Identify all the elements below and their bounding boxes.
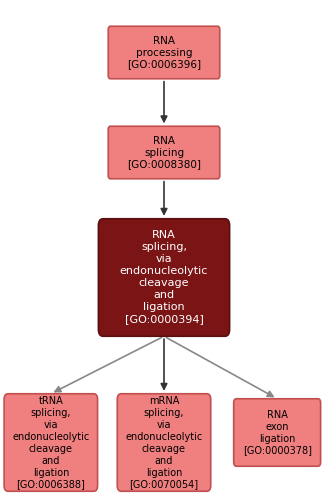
FancyBboxPatch shape bbox=[108, 26, 220, 78]
FancyBboxPatch shape bbox=[4, 394, 98, 491]
Text: RNA
splicing
[GO:0008380]: RNA splicing [GO:0008380] bbox=[127, 136, 201, 170]
Text: RNA
exon
ligation
[GO:0000378]: RNA exon ligation [GO:0000378] bbox=[243, 410, 312, 456]
Text: RNA
processing
[GO:0006396]: RNA processing [GO:0006396] bbox=[127, 36, 201, 70]
FancyBboxPatch shape bbox=[117, 394, 211, 491]
Text: RNA
splicing,
via
endonucleolytic
cleavage
and
ligation
[GO:0000394]: RNA splicing, via endonucleolytic cleava… bbox=[120, 230, 208, 324]
FancyBboxPatch shape bbox=[98, 219, 230, 336]
Text: mRNA
splicing,
via
endonucleolytic
cleavage
and
ligation
[GO:0070054]: mRNA splicing, via endonucleolytic cleav… bbox=[125, 396, 203, 490]
Text: tRNA
splicing,
via
endonucleolytic
cleavage
and
ligation
[GO:0006388]: tRNA splicing, via endonucleolytic cleav… bbox=[12, 396, 90, 490]
FancyBboxPatch shape bbox=[108, 126, 220, 179]
FancyBboxPatch shape bbox=[234, 399, 320, 466]
